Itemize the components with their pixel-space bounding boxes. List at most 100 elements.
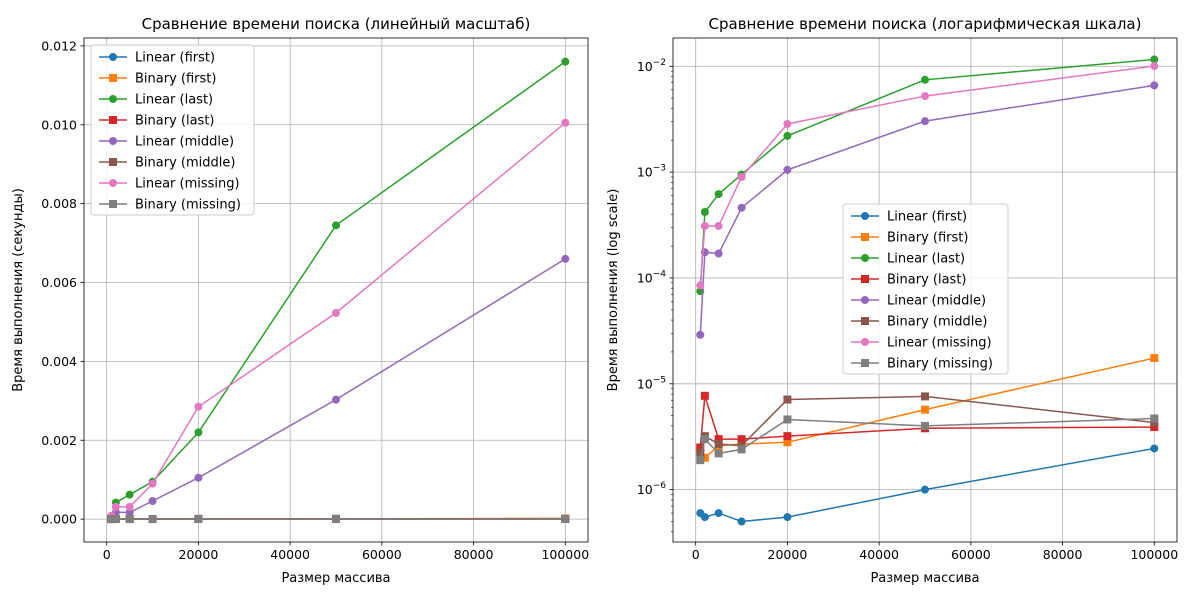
data-point [149,515,157,523]
y-tick-base: 10 [637,59,653,74]
data-point [783,513,791,521]
x-tick-label: 20000 [768,547,808,562]
legend: Linear (first)Binary (first)Linear (last… [91,45,254,215]
legend-marker [861,296,869,304]
legend-marker [861,233,869,241]
data-point [1150,414,1158,422]
y-tick-label: 0.002 [41,433,77,448]
data-point [696,281,704,289]
y-tick-label: 10−3 [637,164,666,180]
data-point [194,428,202,436]
legend-marker [861,317,869,325]
legend-marker [861,275,869,283]
x-axis-label: Размер массива [281,571,390,586]
legend-label: Binary (first) [887,231,968,246]
legend-label: Binary (middle) [887,315,987,330]
y-tick-exponent: −2 [653,58,666,68]
x-tick-label: 0 [692,547,700,562]
series-line [111,259,565,518]
y-tick-label: 0.000 [41,512,77,527]
data-point [921,76,929,84]
data-point [194,474,202,482]
x-tick-label: 0 [103,547,111,562]
data-point [126,515,134,523]
y-tick-label: 0.004 [41,354,77,369]
data-point [561,255,569,263]
y-tick-label: 10−4 [637,269,666,285]
legend-label: Linear (first) [887,210,967,225]
data-point [738,445,746,453]
x-tick-label: 40000 [270,547,310,562]
legend-label: Binary (last) [887,273,967,288]
data-point [561,119,569,127]
legend-marker [861,254,869,262]
data-point [783,120,791,128]
legend-marker [109,116,117,124]
legend-marker [109,137,117,145]
data-point [1150,444,1158,452]
data-point [149,497,157,505]
series-linear-middle [107,255,569,522]
legend-label: Linear (last) [135,93,213,108]
x-tick-label: 80000 [454,547,494,562]
y-tick-exponent: −5 [653,375,666,385]
x-axis-label: Размер массива [870,571,979,586]
legend-label: Binary (middle) [135,156,235,171]
series-line [700,396,1154,448]
legend: Linear (first) Binary (first) Linear (last… [843,204,1008,374]
data-point [126,503,134,511]
data-point [738,517,746,525]
data-point [112,503,120,511]
y-axis-label: Время выполнения (секунды) [11,188,26,392]
y-tick-label: 0.010 [41,117,77,132]
data-point [126,491,134,499]
y-tick-label: 10−5 [637,375,666,391]
legend-label: Linear (first) [135,51,215,66]
legend-label: Binary (missing) [887,357,993,372]
data-point [921,117,929,125]
chart-title: Сравнение времени поиска (логарифмическа… [709,15,1142,33]
legend-label: Binary (last) [135,114,215,129]
data-point [715,440,723,448]
y-tick-label: 10−6 [637,481,666,497]
data-point [332,309,340,317]
legend-label: Linear (missing) [887,336,992,351]
x-tick-label: 40000 [859,547,899,562]
data-point [783,166,791,174]
data-point [1150,354,1158,362]
series-binary-missing [107,515,569,523]
data-point [783,415,791,423]
y-tick-exponent: −6 [653,481,667,491]
legend-marker [109,200,117,208]
legend-marker [861,338,869,346]
data-point [561,58,569,66]
y-tick-label: 10−2 [637,58,666,74]
legend-label: Linear (middle) [887,294,986,309]
data-point [783,432,791,440]
legend-marker [109,179,117,187]
legend-marker [109,158,117,166]
data-point [738,204,746,212]
data-point [921,422,929,430]
chart-title: Сравнение времени поиска (линейный масшт… [142,15,531,33]
data-point [921,406,929,414]
y-tick-label: 0.012 [41,38,77,53]
y-tick-base: 10 [637,165,653,180]
legend-label: Linear (last) [887,252,965,267]
legend-marker [109,95,117,103]
data-point [921,486,929,494]
x-tick-label: 80000 [1043,547,1083,562]
data-point [783,132,791,140]
y-tick-base: 10 [637,376,653,391]
y-tick-label: 0.006 [41,275,77,290]
data-point [921,92,929,100]
data-point [701,435,709,443]
y-tick-exponent: −4 [653,269,667,279]
x-tick-label: 100000 [541,547,589,562]
data-point [332,515,340,523]
data-point [332,221,340,229]
y-tick-base: 10 [637,270,653,285]
